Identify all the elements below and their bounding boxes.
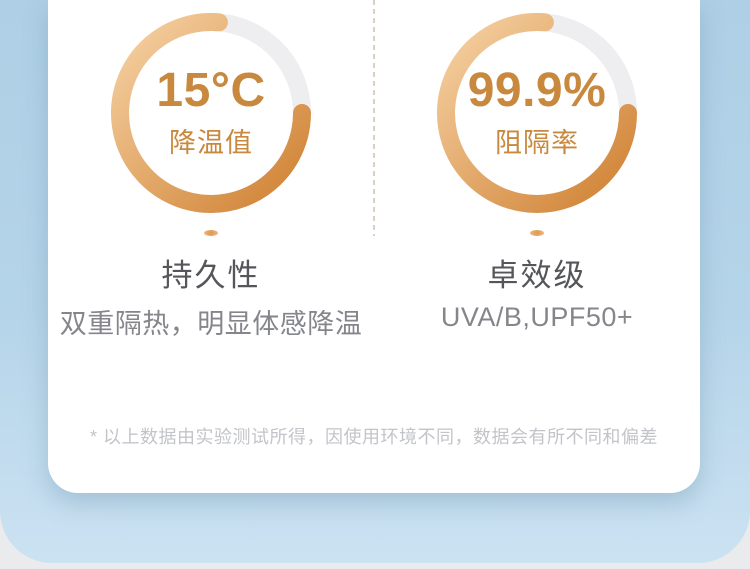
feature-description: 双重隔热，明显体感降温 (59, 308, 363, 339)
feature-title: 卓效级 (487, 258, 587, 293)
uv-block-ring-text: 99.9% 阻隔率 (437, 13, 637, 213)
features-row: 持久性 双重隔热，明显体感降温 卓效级 UVA/B,UPF50+ (48, 258, 700, 341)
uv-block-gauge-ring: 99.9% 阻隔率 (437, 13, 637, 213)
dot-indicator (530, 230, 544, 236)
stat-column-uv-block: 99.9% 阻隔率 (374, 0, 700, 236)
feature-title: 持久性 (161, 258, 261, 293)
stats-row: 15°C 降温值 (48, 0, 700, 236)
feature-uv-grade: 卓效级 UVA/B,UPF50+ (374, 258, 700, 341)
disclaimer-note: * 以上数据由实验测试所得，因使用环境不同，数据会有所不同和偏差 (89, 426, 658, 447)
cooling-value: 15°C (156, 63, 266, 117)
uv-block-value: 99.9% (467, 63, 607, 117)
gauge-ring-icon (437, 13, 637, 213)
product-stats-card: 15°C 降温值 (48, 0, 700, 493)
feature-description: UVA/B,UPF50+ (440, 301, 634, 332)
feature-durability: 持久性 双重隔热，明显体感降温 (48, 258, 374, 341)
cooling-ring-text: 15°C 降温值 (111, 13, 311, 213)
uv-block-value-label: 阻隔率 (495, 128, 579, 159)
cooling-value-label: 降温值 (169, 128, 253, 159)
cooling-gauge-ring: 15°C 降温值 (111, 13, 311, 213)
stat-column-cooling: 15°C 降温值 (48, 0, 374, 236)
gauge-ring-icon (111, 13, 311, 213)
dot-indicator (204, 230, 218, 236)
dashed-divider (373, 0, 375, 236)
